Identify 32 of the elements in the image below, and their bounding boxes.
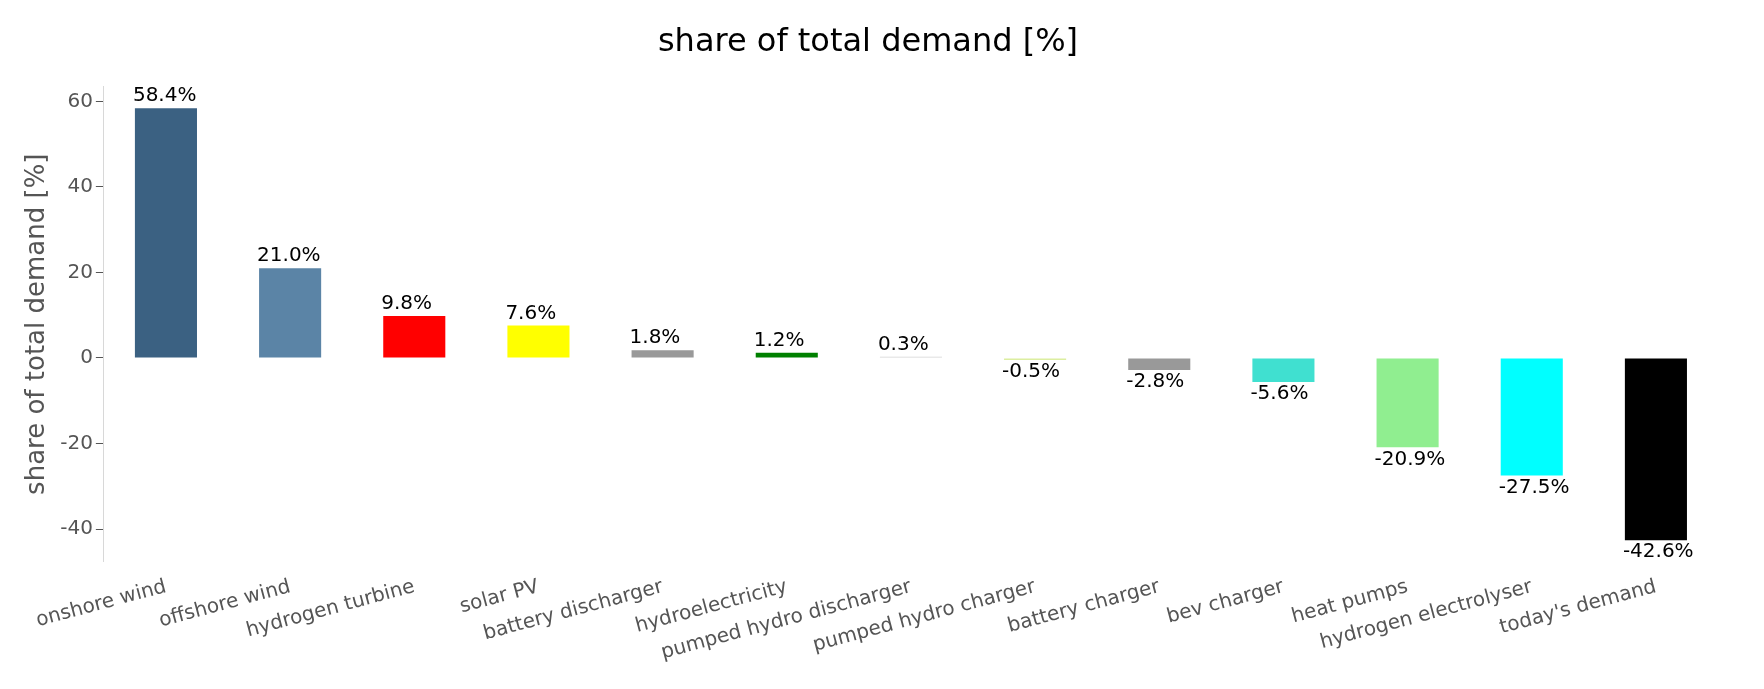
data-label: -27.5% bbox=[1498, 473, 1570, 498]
chart-title: share of total demand [%] bbox=[657, 20, 1079, 59]
bar bbox=[507, 325, 570, 358]
data-label: -2.8% bbox=[1126, 368, 1185, 393]
y-tick-label: 0 bbox=[80, 344, 93, 369]
data-label: 1.2% bbox=[753, 327, 805, 352]
data-label: -20.9% bbox=[1374, 445, 1446, 470]
bar bbox=[1500, 358, 1563, 476]
bar bbox=[259, 268, 322, 358]
y-tick-label: 40 bbox=[67, 173, 93, 198]
data-label: 0.3% bbox=[877, 330, 929, 355]
bar bbox=[383, 316, 446, 358]
data-label: 58.4% bbox=[132, 82, 197, 107]
data-label: 9.8% bbox=[381, 290, 433, 315]
bar bbox=[1252, 358, 1315, 382]
data-label: 1.8% bbox=[629, 324, 681, 349]
y-tick-label: -20 bbox=[60, 429, 93, 454]
data-label: -42.6% bbox=[1622, 538, 1694, 563]
y-tick-label: 20 bbox=[67, 258, 93, 283]
data-label: 21.0% bbox=[257, 242, 321, 267]
y-axis-title: share of total demand [%] bbox=[20, 153, 51, 495]
y-tick-label: 60 bbox=[67, 87, 93, 112]
data-label: 7.6% bbox=[505, 299, 557, 324]
bar bbox=[631, 350, 694, 358]
bar bbox=[1376, 358, 1439, 448]
bar bbox=[1624, 358, 1687, 541]
data-label: -0.5% bbox=[1002, 358, 1061, 383]
bar bbox=[1128, 358, 1191, 370]
data-label: -5.6% bbox=[1250, 380, 1309, 405]
y-tick-label: -40 bbox=[60, 515, 93, 540]
bar bbox=[134, 108, 197, 358]
x-tick-label: bev charger bbox=[1163, 573, 1287, 628]
